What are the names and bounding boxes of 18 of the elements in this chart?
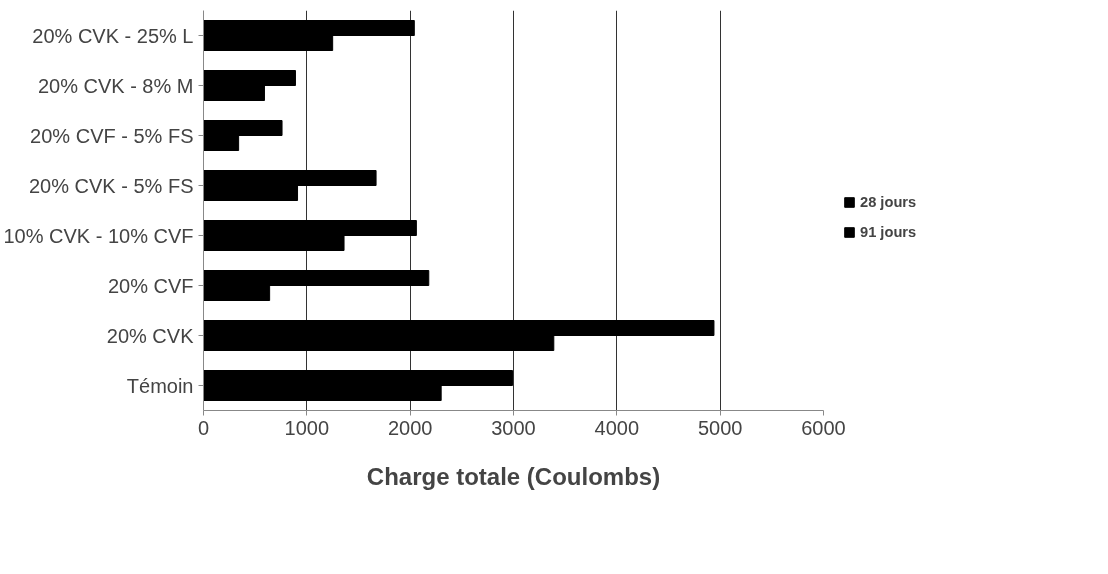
x-tick-label: 3000 [491,416,536,439]
y-tick-label: 20% CVK - 25% L [32,24,194,47]
y-tick-label: 20% CVK - 5% FS [29,174,194,197]
x-tick-label: 2000 [387,416,433,439]
x-tick-label: 5000 [697,416,743,439]
x-tick-label: 0 [197,416,210,439]
legend-label: 91 jours [860,224,917,240]
x-axis-title: Charge totale (Coulombs) [366,462,661,490]
y-tick-label: 20% CVK - 8% M [37,74,194,97]
legend-label: 28 jours [860,194,917,210]
y-tick-label: 20% CVF [107,274,194,297]
x-tick-label: 1000 [284,416,330,439]
x-tick-label: 4000 [594,416,640,439]
y-tick-label: 20% CVF - 5% FS [30,124,194,147]
y-tick-label: 10% CVK - 10% CVF [3,224,194,247]
x-tick-label: 6000 [801,416,846,439]
y-tick-label: Témoin [126,374,194,397]
y-tick-label: 20% CVK [106,324,195,347]
